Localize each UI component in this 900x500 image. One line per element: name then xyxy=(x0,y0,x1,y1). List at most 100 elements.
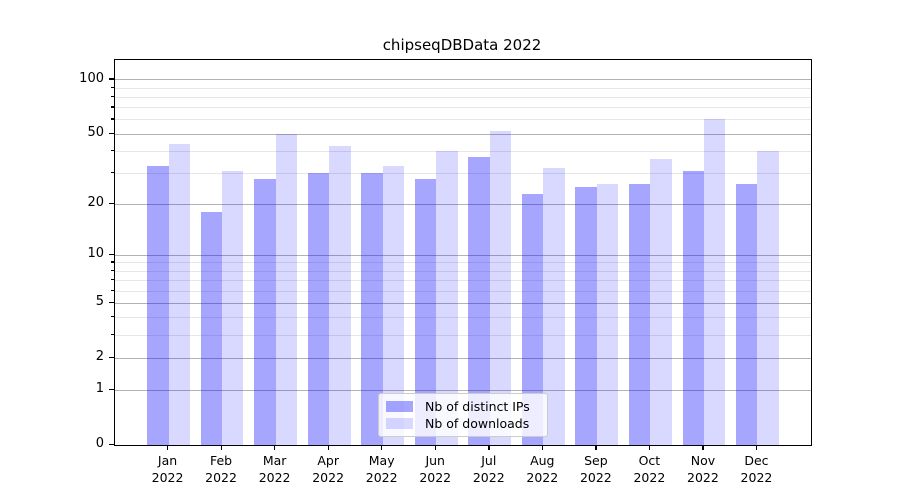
gridline-major-20 xyxy=(115,203,811,205)
x-tick-label-nov-2022: Nov 2022 xyxy=(687,453,719,485)
bar-nb-of-downloads-jul-2022 xyxy=(489,130,512,445)
y-minor-tick-mark-8 xyxy=(111,269,114,271)
y-tick-mark-10 xyxy=(109,253,114,256)
gridline-major-5 xyxy=(115,302,811,304)
bar-nb-of-distinct-ips-mar-2022 xyxy=(254,178,276,445)
x-tick-label-jun-2022: Jun 2022 xyxy=(419,453,452,485)
bar-nb-of-distinct-ips-apr-2022 xyxy=(307,173,330,445)
bar-nb-of-distinct-ips-dec-2022 xyxy=(736,184,758,445)
y-tick-mark-1 xyxy=(109,388,114,390)
plot-area: Nb of distinct IPs Nb of downloads xyxy=(114,59,812,446)
x-tick-label-feb-2022: Feb 2022 xyxy=(205,453,237,485)
bar-nb-of-distinct-ips-jan-2022 xyxy=(147,166,169,445)
y-tick-label-5: 5 xyxy=(95,294,104,310)
bar-nb-of-downloads-apr-2022 xyxy=(329,145,351,445)
x-tick-mark-may-2022 xyxy=(381,445,383,451)
y-minor-tick-mark-7 xyxy=(111,279,114,281)
y-minor-tick-mark-80 xyxy=(111,95,114,98)
y-minor-tick-mark-70 xyxy=(111,106,114,108)
x-tick-mark-sep-2022 xyxy=(595,445,597,451)
x-tick-label-jul-2022: Jul 2022 xyxy=(472,453,505,485)
bar-nb-of-distinct-ips-feb-2022 xyxy=(200,212,223,445)
gridline-minor-30 xyxy=(115,172,811,174)
x-tick-label-oct-2022: Oct 2022 xyxy=(633,453,666,485)
x-tick-label-sep-2022: Sep 2022 xyxy=(579,453,612,485)
bar-nb-of-distinct-ips-sep-2022 xyxy=(575,187,597,445)
gridline-major-50 xyxy=(115,133,811,135)
x-tick-label-jan-2022: Jan 2022 xyxy=(151,453,184,485)
x-tick-mark-feb-2022 xyxy=(220,445,222,451)
bar-nb-of-downloads-nov-2022 xyxy=(703,118,726,445)
x-tick-mark-jan-2022 xyxy=(167,445,169,451)
y-tick-mark-20 xyxy=(109,202,114,204)
bar-nb-of-downloads-jun-2022 xyxy=(436,151,458,445)
y-tick-label-2: 2 xyxy=(95,349,104,365)
bar-nb-of-distinct-ips-nov-2022 xyxy=(682,170,704,445)
legend: Nb of distinct IPs Nb of downloads xyxy=(378,393,548,437)
y-tick-label-1: 1 xyxy=(95,381,104,397)
x-tick-mark-aug-2022 xyxy=(541,445,544,451)
y-tick-label-100: 100 xyxy=(79,70,104,86)
bar-nb-of-downloads-jan-2022 xyxy=(168,143,190,445)
x-tick-mark-mar-2022 xyxy=(274,445,276,451)
y-tick-mark-0 xyxy=(109,443,114,445)
y-minor-tick-mark-40 xyxy=(111,149,114,152)
bar-nb-of-downloads-feb-2022 xyxy=(222,170,244,445)
gridline-major-1 xyxy=(115,389,811,391)
x-tick-mark-oct-2022 xyxy=(648,445,651,451)
x-tick-mark-nov-2022 xyxy=(702,445,704,451)
x-tick-label-apr-2022: Apr 2022 xyxy=(312,453,345,485)
bar-nb-of-distinct-ips-may-2022 xyxy=(361,173,383,445)
gridline-minor-40 xyxy=(115,150,811,152)
gridline-minor-6 xyxy=(115,290,811,292)
y-minor-tick-mark-90 xyxy=(111,86,114,88)
bar-nb-of-downloads-aug-2022 xyxy=(543,168,565,445)
gridline-major-100 xyxy=(115,79,811,81)
y-minor-tick-mark-6 xyxy=(111,289,114,291)
chart-title: chipseqDBData 2022 xyxy=(382,36,542,54)
gridline-minor-60 xyxy=(115,119,811,121)
y-tick-label-50: 50 xyxy=(87,125,104,140)
x-tick-label-dec-2022: Dec 2022 xyxy=(740,453,773,485)
y-tick-label-0: 0 xyxy=(95,436,104,451)
legend-label-nb-of-distinct-ips: Nb of distinct IPs xyxy=(425,398,530,414)
bar-nb-of-downloads-dec-2022 xyxy=(757,151,779,445)
y-minor-tick-mark-9 xyxy=(111,261,114,263)
bar-nb-of-distinct-ips-oct-2022 xyxy=(628,184,651,445)
y-tick-mark-100 xyxy=(109,78,114,80)
gridline-minor-8 xyxy=(115,270,811,272)
legend-row-nb-of-downloads: Nb of downloads xyxy=(386,415,539,431)
gridline-minor-9 xyxy=(115,262,811,264)
x-tick-label-mar-2022: Mar 2022 xyxy=(258,453,291,485)
y-tick-mark-2 xyxy=(109,356,114,358)
gridline-major-2 xyxy=(115,357,811,359)
gridline-major-10 xyxy=(115,254,811,256)
y-tick-label-20: 20 xyxy=(87,195,104,211)
bar-nb-of-downloads-oct-2022 xyxy=(650,159,672,445)
gridline-minor-80 xyxy=(115,96,811,98)
x-tick-mark-apr-2022 xyxy=(327,445,329,451)
legend-row-nb-of-distinct-ips: Nb of distinct IPs xyxy=(386,398,539,414)
y-minor-tick-mark-4 xyxy=(111,316,114,318)
y-tick-mark-50 xyxy=(109,132,114,134)
y-minor-tick-mark-60 xyxy=(111,118,114,120)
x-tick-label-aug-2022: Aug 2022 xyxy=(526,453,559,485)
bar-nb-of-downloads-sep-2022 xyxy=(596,184,619,445)
bar-nb-of-distinct-ips-jun-2022 xyxy=(414,178,437,445)
y-minor-tick-mark-3 xyxy=(111,333,114,336)
bar-nb-of-downloads-may-2022 xyxy=(382,166,405,445)
gridline-minor-90 xyxy=(115,87,811,89)
gridline-minor-3 xyxy=(115,334,811,336)
legend-label-nb-of-downloads: Nb of downloads xyxy=(425,415,530,431)
y-minor-tick-mark-30 xyxy=(111,171,114,174)
x-tick-label-may-2022: May 2022 xyxy=(365,453,398,485)
gridline-minor-4 xyxy=(115,317,811,319)
x-tick-mark-jun-2022 xyxy=(434,445,437,451)
x-tick-mark-dec-2022 xyxy=(755,445,758,451)
y-tick-label-10: 10 xyxy=(87,246,104,262)
gridline-minor-7 xyxy=(115,280,811,282)
gridline-minor-70 xyxy=(115,107,811,109)
legend-swatch-nb-of-distinct-ips xyxy=(386,401,413,412)
legend-swatch-nb-of-downloads xyxy=(386,418,413,429)
